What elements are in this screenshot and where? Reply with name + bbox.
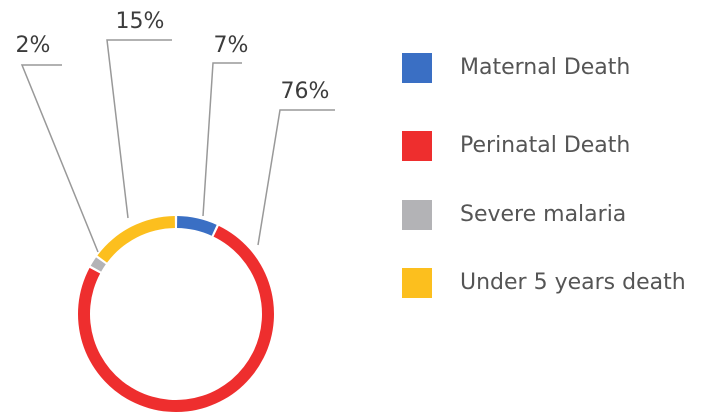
donut-segment (90, 257, 106, 272)
leader-line (20, 64, 99, 253)
legend-label: Perinatal Death (460, 133, 630, 158)
legend-swatch (402, 268, 432, 298)
data-label: 76% (281, 79, 330, 104)
legend-label: Under 5 years death (460, 270, 686, 295)
data-label: 2% (16, 33, 51, 58)
data-label: 7% (214, 33, 249, 58)
data-label: 15% (116, 9, 165, 34)
legend-swatch (402, 200, 432, 230)
leader-line (202, 62, 242, 217)
legend-label: Severe malaria (460, 202, 626, 227)
donut-segment (177, 216, 217, 236)
legend-swatch (402, 53, 432, 83)
donut-segment (97, 216, 175, 263)
leader-line (257, 109, 335, 246)
leader-line (106, 39, 172, 219)
legend-swatch (402, 131, 432, 161)
legend-label: Maternal Death (460, 55, 630, 80)
